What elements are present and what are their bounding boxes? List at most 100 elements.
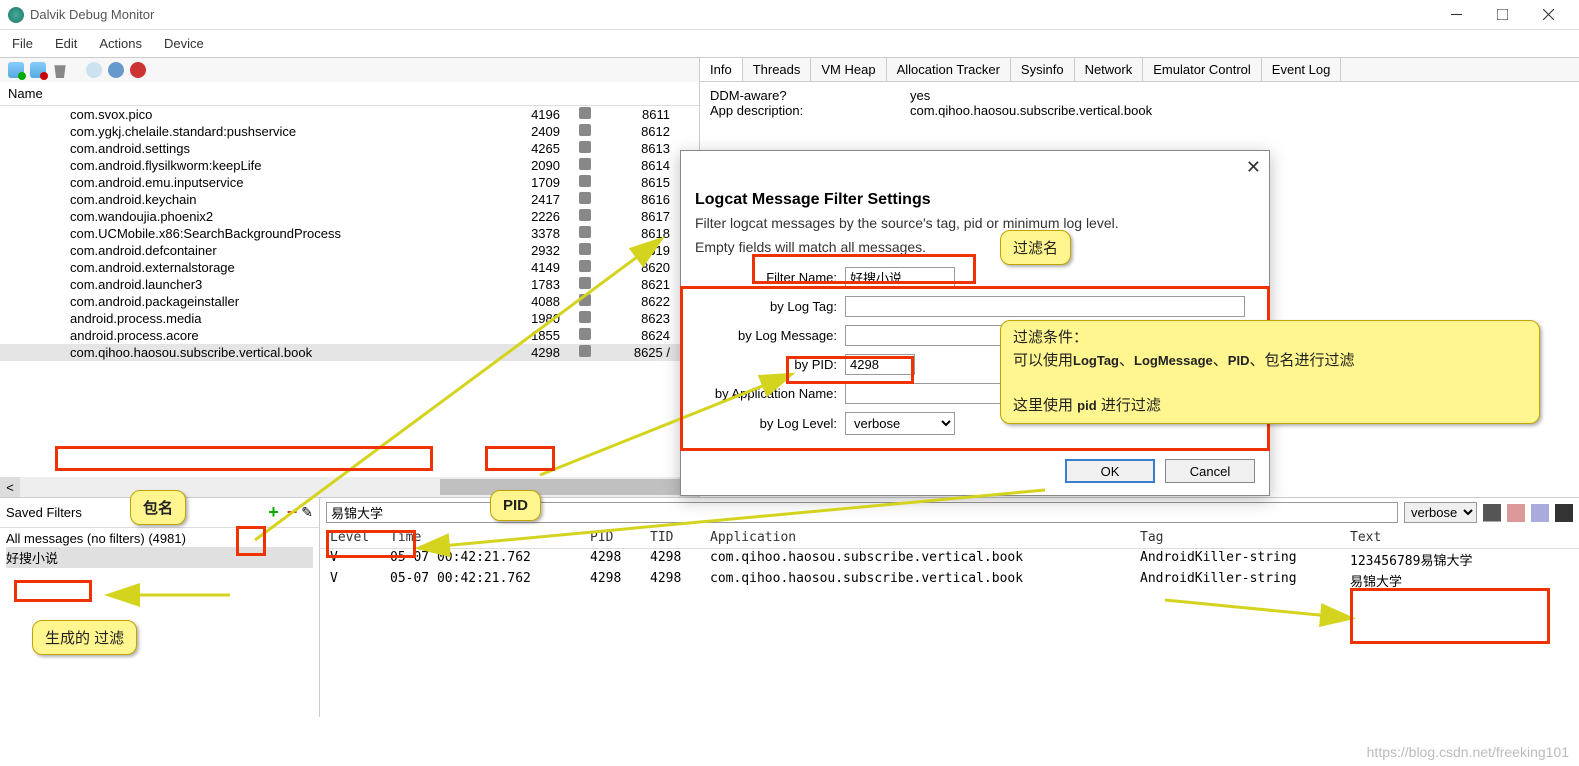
label-app-name: by Application Name: [695, 386, 845, 401]
process-row[interactable]: com.android.keychain24178616 [0, 191, 699, 208]
dialog-close-button[interactable]: ✕ [1246, 157, 1261, 178]
filters-list: All messages (no filters) (4981) 好搜小说 [0, 528, 319, 570]
process-row[interactable]: com.android.packageinstaller40888622 [0, 293, 699, 310]
filters-pane: Saved Filters + − ✎ All messages (no fil… [0, 498, 320, 717]
process-row[interactable]: com.qihoo.haosou.subscribe.vertical.book… [0, 344, 699, 361]
tab-sysinfo[interactable]: Sysinfo [1011, 58, 1075, 81]
input-log-tag[interactable] [845, 296, 1245, 317]
minimize-button[interactable] [1433, 0, 1479, 30]
process-row[interactable]: com.wandoujia.phoenix222268617 [0, 208, 699, 225]
input-pid[interactable] [845, 354, 915, 375]
col-tid: TID [646, 529, 706, 546]
col-pid: PID [586, 529, 646, 546]
clear-log-icon[interactable] [1507, 504, 1525, 522]
process-row[interactable]: android.process.media19808623 [0, 310, 699, 327]
filter-item[interactable]: 好搜小说 [6, 547, 313, 568]
scroll-thumb[interactable] [440, 479, 680, 495]
update-threads-icon[interactable] [108, 62, 124, 78]
appdesc-value: com.qihoo.haosou.subscribe.vertical.book [910, 103, 1152, 118]
tab-emulator-control[interactable]: Emulator Control [1143, 58, 1262, 81]
label-log-level: by Log Level: [695, 416, 845, 431]
callout-package: 包名 [130, 490, 186, 525]
horizontal-scrollbar[interactable]: < > [0, 477, 699, 497]
callout-filter-name: 过滤名 [1000, 230, 1071, 265]
device-offline-icon[interactable] [30, 62, 46, 78]
callout-generated: 生成的 过滤 [32, 620, 137, 655]
debug-icon[interactable] [86, 62, 102, 78]
label-filter-name: Filter Name: [695, 270, 845, 285]
process-row[interactable]: com.android.flysilkworm:keepLife20908614 [0, 157, 699, 174]
tab-network[interactable]: Network [1075, 58, 1144, 81]
window-title: Dalvik Debug Monitor [30, 7, 1433, 22]
col-time: Time [386, 529, 586, 546]
process-row[interactable]: com.android.settings42658613 [0, 140, 699, 157]
label-pid: by PID: [695, 357, 845, 372]
log-row[interactable]: V05-07 00:42:21.76242984298com.qihoo.hao… [320, 570, 1579, 591]
close-button[interactable] [1525, 0, 1571, 30]
dialog-desc2: Empty fields will match all messages. [681, 239, 1269, 263]
log-search-input[interactable] [326, 502, 1398, 523]
menu-device[interactable]: Device [162, 34, 206, 53]
tab-vm-heap[interactable]: VM Heap [811, 58, 886, 81]
trash-icon[interactable] [52, 62, 68, 78]
tab-threads[interactable]: Threads [743, 58, 812, 81]
process-row[interactable]: android.process.acore18558624 [0, 327, 699, 344]
ok-button[interactable]: OK [1065, 459, 1155, 483]
scroll-track[interactable] [20, 477, 679, 497]
filter-all-messages[interactable]: All messages (no filters) (4981) [6, 530, 313, 547]
tab-event-log[interactable]: Event Log [1262, 58, 1342, 81]
col-tag: Tag [1136, 529, 1346, 546]
remove-filter-button[interactable]: − [283, 502, 302, 523]
ddm-label: DDM-aware? [710, 88, 910, 103]
label-log-tag: by Log Tag: [695, 299, 845, 314]
process-row[interactable]: com.ygkj.chelaile.standard:pushservice24… [0, 123, 699, 140]
process-table-header: Name [0, 82, 699, 106]
menu-actions[interactable]: Actions [97, 34, 144, 53]
dialog-title: Logcat Message Filter Settings [681, 151, 1269, 215]
tab-info[interactable]: Info [700, 58, 743, 81]
device-toolbar [0, 58, 699, 82]
add-filter-button[interactable]: + [264, 502, 283, 523]
save-log-icon[interactable] [1483, 504, 1501, 522]
process-row[interactable]: com.svox.pico41968611 [0, 106, 699, 123]
stop-icon[interactable] [130, 62, 146, 78]
watermark: https://blog.csdn.net/freeking101 [1367, 744, 1569, 760]
scroll-lock-icon[interactable] [1531, 504, 1549, 522]
edit-filter-button[interactable]: ✎ [301, 504, 313, 521]
info-tabs: InfoThreadsVM HeapAllocation TrackerSysi… [700, 58, 1579, 82]
title-bar: Dalvik Debug Monitor [0, 0, 1579, 30]
callout-conditions: 过滤条件：可以使用LogTag、LogMessage、PID、包名进行过滤这里使… [1000, 320, 1540, 424]
process-table: com.svox.pico41968611com.ygkj.chelaile.s… [0, 106, 699, 477]
scroll-left-button[interactable]: < [0, 477, 20, 497]
process-row[interactable]: com.UCMobile.x86:SearchBackgroundProcess… [0, 225, 699, 242]
appdesc-label: App description: [710, 103, 910, 118]
log-pane: verbose Level Time PID TID Application T… [320, 498, 1579, 717]
col-level: Level [326, 529, 386, 546]
process-row[interactable]: com.android.emu.inputservice17098615 [0, 174, 699, 191]
log-level-select[interactable]: verbose [1404, 502, 1477, 523]
logcat-panel: Saved Filters + − ✎ All messages (no fil… [0, 497, 1579, 717]
log-row[interactable]: V05-07 00:42:21.76242984298com.qihoo.hao… [320, 549, 1579, 570]
input-filter-name[interactable] [845, 267, 955, 288]
col-app: Application [706, 529, 1136, 546]
ddm-value: yes [910, 88, 930, 103]
label-log-message: by Log Message: [695, 328, 845, 343]
log-body: V05-07 00:42:21.76242984298com.qihoo.hao… [320, 549, 1579, 717]
export-log-icon[interactable] [1555, 504, 1573, 522]
cancel-button[interactable]: Cancel [1165, 459, 1255, 483]
select-log-level[interactable]: verbose [845, 412, 955, 435]
process-row[interactable]: com.android.defcontainer29328619 [0, 242, 699, 259]
menu-edit[interactable]: Edit [53, 34, 79, 53]
menu-file[interactable]: File [10, 34, 35, 53]
process-row[interactable]: com.android.externalstorage41498620 [0, 259, 699, 276]
process-pane: Name com.svox.pico41968611com.ygkj.chela… [0, 58, 700, 497]
maximize-button[interactable] [1479, 0, 1525, 30]
dialog-desc1: Filter logcat messages by the source's t… [681, 215, 1269, 239]
device-online-icon[interactable] [8, 62, 24, 78]
tab-allocation-tracker[interactable]: Allocation Tracker [887, 58, 1011, 81]
menu-bar: File Edit Actions Device [0, 30, 1579, 57]
app-icon [8, 7, 24, 23]
process-row[interactable]: com.android.launcher317838621 [0, 276, 699, 293]
callout-pid: PID [490, 490, 541, 521]
log-table-header: Level Time PID TID Application Tag Text [320, 527, 1579, 549]
